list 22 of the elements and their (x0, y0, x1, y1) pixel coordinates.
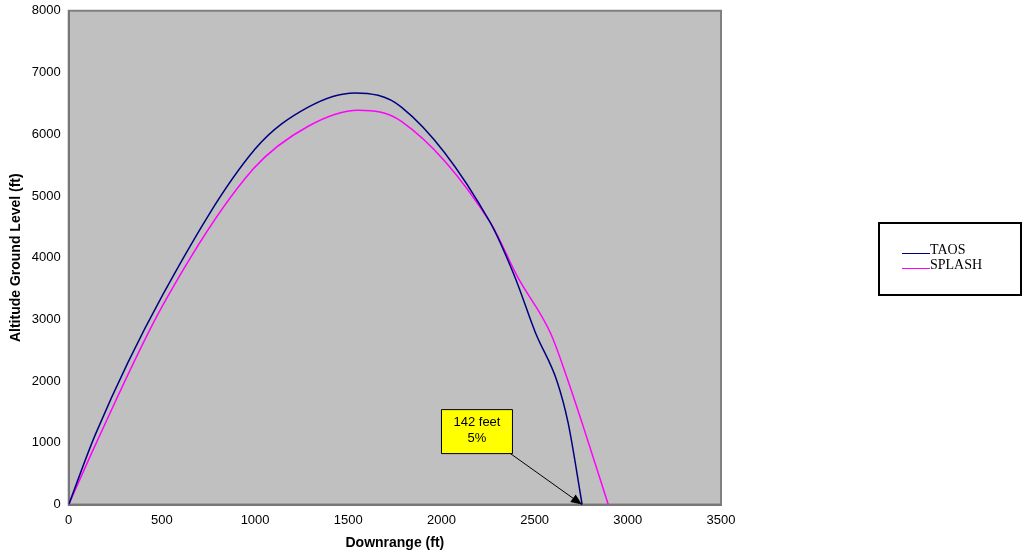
y-tick-label: 6000 (31, 125, 61, 141)
x-tick-label: 3500 (706, 511, 736, 527)
x-tick-label: 3000 (613, 511, 643, 527)
x-tick-label: 500 (151, 511, 173, 527)
y-tick-label: 0 (53, 496, 61, 512)
y-tick-label: 4000 (31, 249, 61, 265)
y-tick-label: 7000 (31, 64, 61, 80)
y-tick-label: 2000 (31, 372, 61, 388)
y-tick-label: 5000 (31, 187, 61, 203)
legend-label: SPLASH (930, 257, 983, 272)
legend-label: TAOS (930, 242, 966, 257)
y-tick-label: 8000 (31, 2, 61, 18)
x-tick-label: 1500 (333, 511, 363, 527)
x-tick-label: 2000 (426, 511, 456, 527)
x-tick-label: 2500 (520, 511, 550, 527)
y-axis-title: Altitude Ground Level (ft) (7, 173, 24, 343)
x-tick-label: 1000 (240, 511, 270, 527)
annotation: 142 feet 5% (453, 413, 501, 445)
x-axis-title: Downrange (ft) (345, 534, 445, 551)
x-tick-label: 0 (65, 511, 73, 527)
y-tick-label: 3000 (31, 311, 61, 326)
y-tick-label: 1000 (31, 434, 61, 450)
